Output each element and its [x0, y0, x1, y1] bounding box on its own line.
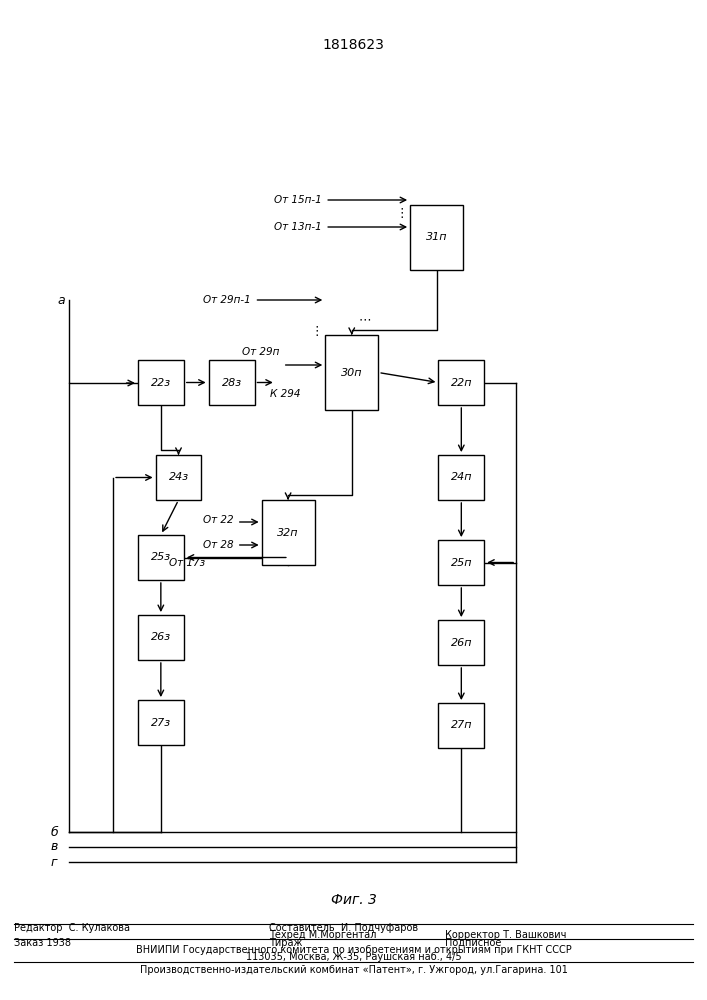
Text: Составитель  И. Подчуфаров: Составитель И. Подчуфаров [269, 923, 418, 933]
Text: Техред М.Моргентал: Техред М.Моргентал [269, 930, 376, 940]
FancyBboxPatch shape [438, 455, 484, 500]
Text: Заказ 1938: Заказ 1938 [14, 938, 71, 948]
Text: б: б [50, 826, 58, 838]
Text: От 28: От 28 [203, 540, 233, 550]
FancyBboxPatch shape [138, 615, 184, 660]
FancyBboxPatch shape [438, 540, 484, 585]
Text: 22п: 22п [450, 378, 472, 388]
Text: ⋮: ⋮ [310, 326, 323, 338]
Text: 22з: 22з [151, 378, 171, 388]
FancyBboxPatch shape [410, 205, 463, 270]
Text: 25п: 25п [450, 558, 472, 568]
Text: Производственно-издательский комбинат «Патент», г. Ужгород, ул.Гагарина. 101: Производственно-издательский комбинат «П… [139, 965, 568, 975]
Text: 28з: 28з [221, 378, 242, 388]
Text: ВНИИПИ Государственного комитета по изобретениям и открытиям при ГКНТ СССР: ВНИИПИ Государственного комитета по изоб… [136, 945, 571, 955]
Text: К 294: К 294 [270, 389, 300, 399]
FancyBboxPatch shape [138, 360, 184, 405]
Text: От 15п-1: От 15п-1 [274, 195, 322, 205]
Text: 26п: 26п [450, 638, 472, 648]
Text: 24п: 24п [450, 473, 472, 483]
FancyBboxPatch shape [138, 535, 184, 580]
Text: 25з: 25з [151, 552, 171, 562]
Text: От 29п-1: От 29п-1 [203, 295, 251, 305]
FancyBboxPatch shape [262, 500, 315, 565]
Text: 24з: 24з [168, 473, 189, 483]
Text: 27п: 27п [450, 720, 472, 730]
FancyBboxPatch shape [209, 360, 255, 405]
Text: 1818623: 1818623 [322, 38, 385, 52]
Text: 26з: 26з [151, 632, 171, 642]
Text: От 13п-1: От 13п-1 [274, 222, 322, 232]
Text: Тираж: Тираж [269, 938, 302, 948]
Text: 30п: 30п [341, 367, 363, 377]
Text: a: a [58, 294, 66, 306]
FancyBboxPatch shape [438, 703, 484, 748]
Text: в: в [50, 840, 57, 854]
Text: Фиг. 3: Фиг. 3 [331, 893, 376, 907]
Text: ⋮: ⋮ [395, 207, 408, 220]
Text: 31п: 31п [426, 232, 448, 242]
Text: г: г [50, 856, 57, 868]
Text: 32п: 32п [277, 528, 299, 538]
Text: От 17з: От 17з [169, 558, 205, 568]
Text: От 29п: От 29п [242, 347, 279, 357]
Text: 27з: 27з [151, 718, 171, 728]
FancyBboxPatch shape [156, 455, 201, 500]
Text: Подписное: Подписное [445, 938, 502, 948]
Text: ⋯: ⋯ [358, 314, 370, 327]
Text: 113035, Москва, Ж-35, Раушская наб., 4/5: 113035, Москва, Ж-35, Раушская наб., 4/5 [246, 952, 461, 962]
Text: От 22: От 22 [203, 515, 233, 525]
FancyBboxPatch shape [325, 335, 378, 410]
FancyBboxPatch shape [438, 620, 484, 665]
Text: Корректор Т. Вашкович: Корректор Т. Вашкович [445, 930, 567, 940]
Text: Редактор  С. Кулакова: Редактор С. Кулакова [14, 923, 130, 933]
FancyBboxPatch shape [438, 360, 484, 405]
FancyBboxPatch shape [138, 700, 184, 745]
